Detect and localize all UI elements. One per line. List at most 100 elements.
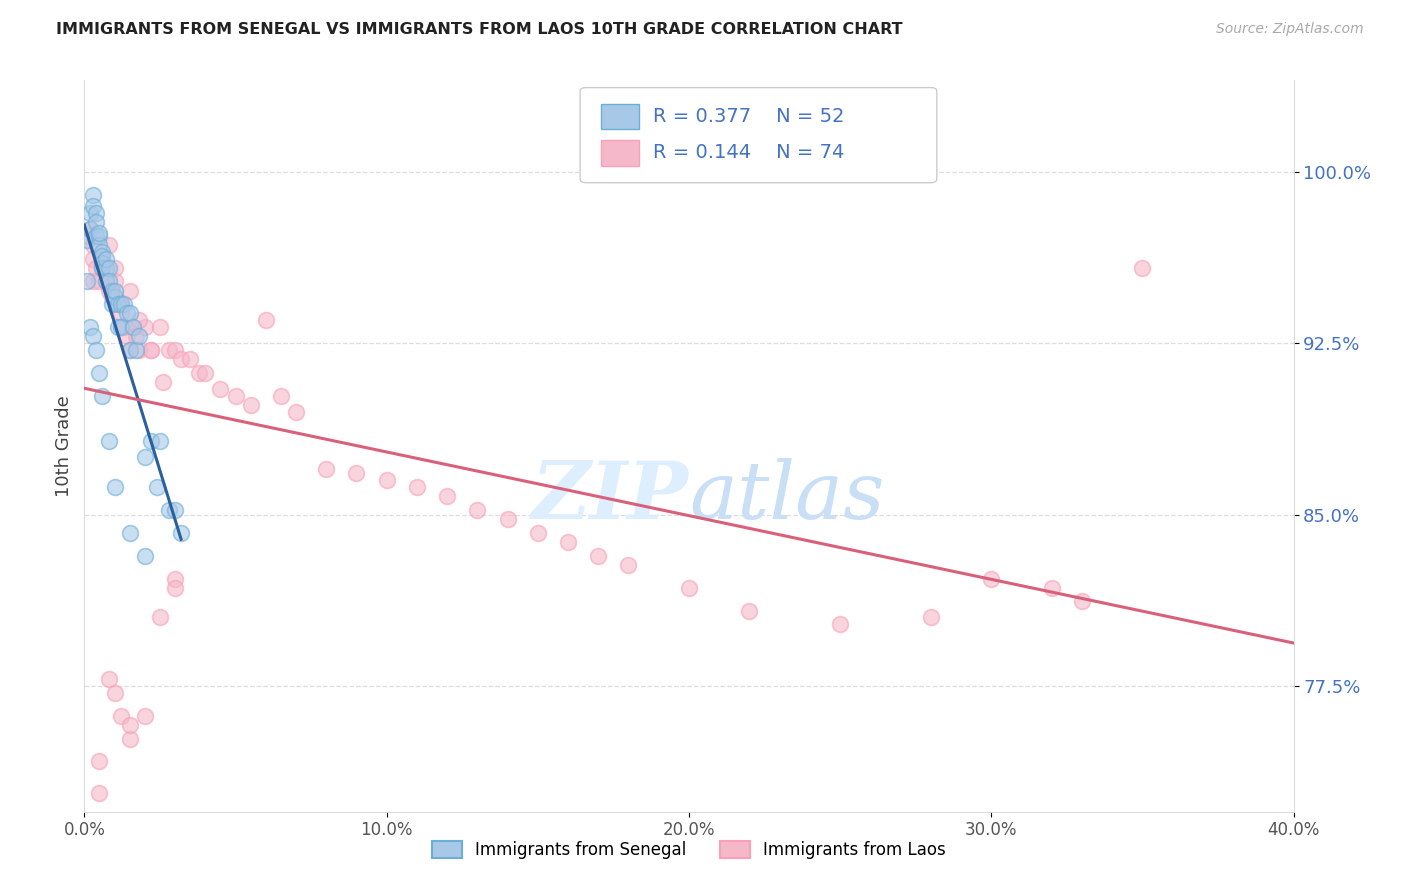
Point bbox=[121, 320, 143, 334]
Point bbox=[86, 215, 108, 229]
Point bbox=[239, 398, 262, 412]
Point bbox=[225, 389, 247, 403]
Point bbox=[134, 708, 156, 723]
Point bbox=[375, 473, 398, 487]
Point bbox=[128, 343, 150, 357]
Point bbox=[82, 329, 104, 343]
Point bbox=[86, 228, 108, 243]
Point bbox=[118, 306, 141, 320]
Point bbox=[179, 352, 201, 367]
Point bbox=[107, 320, 129, 334]
Point bbox=[86, 260, 108, 275]
Point bbox=[920, 610, 942, 624]
Point bbox=[163, 503, 186, 517]
Point bbox=[115, 306, 138, 320]
Point bbox=[163, 581, 186, 595]
Point bbox=[91, 244, 114, 259]
Point bbox=[104, 290, 127, 304]
Point bbox=[163, 572, 186, 586]
Point bbox=[149, 434, 172, 449]
Point bbox=[315, 462, 337, 476]
Text: ZIP: ZIP bbox=[531, 458, 689, 536]
Point bbox=[91, 260, 114, 275]
Point bbox=[139, 434, 162, 449]
Point bbox=[104, 480, 127, 494]
Point bbox=[110, 320, 132, 334]
Point bbox=[170, 352, 193, 367]
Point bbox=[118, 525, 141, 540]
Point bbox=[467, 503, 489, 517]
Point bbox=[128, 329, 150, 343]
Point bbox=[346, 467, 368, 481]
Point bbox=[100, 290, 122, 304]
Text: IMMIGRANTS FROM SENEGAL VS IMMIGRANTS FROM LAOS 10TH GRADE CORRELATION CHART: IMMIGRANTS FROM SENEGAL VS IMMIGRANTS FR… bbox=[56, 22, 903, 37]
Point bbox=[76, 228, 98, 243]
Legend: Immigrants from Senegal, Immigrants from Laos: Immigrants from Senegal, Immigrants from… bbox=[425, 834, 953, 865]
Point bbox=[270, 389, 292, 403]
Point bbox=[91, 260, 114, 275]
Point bbox=[125, 329, 148, 343]
Point bbox=[86, 343, 108, 357]
Point bbox=[104, 686, 127, 700]
Point bbox=[254, 313, 277, 327]
Point bbox=[678, 581, 700, 595]
Point bbox=[79, 222, 101, 236]
Point bbox=[97, 672, 120, 686]
Point bbox=[89, 228, 111, 243]
Point bbox=[89, 755, 111, 769]
Point bbox=[118, 731, 141, 746]
Point bbox=[557, 535, 579, 549]
Point bbox=[496, 512, 519, 526]
Point bbox=[94, 274, 117, 288]
Point bbox=[104, 274, 127, 288]
Point bbox=[112, 320, 135, 334]
Point bbox=[149, 610, 172, 624]
FancyBboxPatch shape bbox=[581, 87, 936, 183]
Point bbox=[76, 233, 98, 247]
Text: R = 0.144    N = 74: R = 0.144 N = 74 bbox=[652, 144, 844, 162]
Point bbox=[97, 274, 120, 288]
FancyBboxPatch shape bbox=[600, 103, 640, 129]
Text: atlas: atlas bbox=[689, 458, 884, 536]
Point bbox=[149, 320, 172, 334]
Point bbox=[79, 222, 101, 236]
Point bbox=[104, 290, 127, 304]
Point bbox=[97, 284, 120, 298]
Point bbox=[112, 297, 135, 311]
Point bbox=[738, 603, 761, 617]
Point bbox=[89, 366, 111, 380]
Point bbox=[89, 787, 111, 801]
Point bbox=[107, 297, 129, 311]
Point bbox=[617, 558, 640, 572]
Point bbox=[97, 434, 120, 449]
Point bbox=[128, 313, 150, 327]
Point bbox=[118, 343, 141, 357]
Point bbox=[110, 306, 132, 320]
Point bbox=[125, 343, 148, 357]
FancyBboxPatch shape bbox=[600, 140, 640, 166]
Point bbox=[91, 252, 114, 266]
Point bbox=[406, 480, 429, 494]
Point bbox=[91, 249, 114, 263]
Point bbox=[146, 480, 169, 494]
Point bbox=[107, 297, 129, 311]
Point bbox=[436, 489, 458, 503]
Point bbox=[118, 284, 141, 298]
Point bbox=[82, 187, 104, 202]
Point bbox=[139, 343, 162, 357]
Point bbox=[118, 718, 141, 732]
Point bbox=[97, 238, 120, 252]
Point bbox=[134, 450, 156, 465]
Point bbox=[82, 274, 104, 288]
Point bbox=[121, 320, 143, 334]
Point bbox=[170, 525, 193, 540]
Point bbox=[94, 260, 117, 275]
Text: Source: ZipAtlas.com: Source: ZipAtlas.com bbox=[1216, 22, 1364, 37]
Point bbox=[1071, 594, 1094, 608]
Point bbox=[94, 252, 117, 266]
Point bbox=[118, 343, 141, 357]
Point bbox=[163, 343, 186, 357]
Point bbox=[980, 572, 1002, 586]
Point bbox=[79, 206, 101, 220]
Text: R = 0.377    N = 52: R = 0.377 N = 52 bbox=[652, 107, 844, 126]
